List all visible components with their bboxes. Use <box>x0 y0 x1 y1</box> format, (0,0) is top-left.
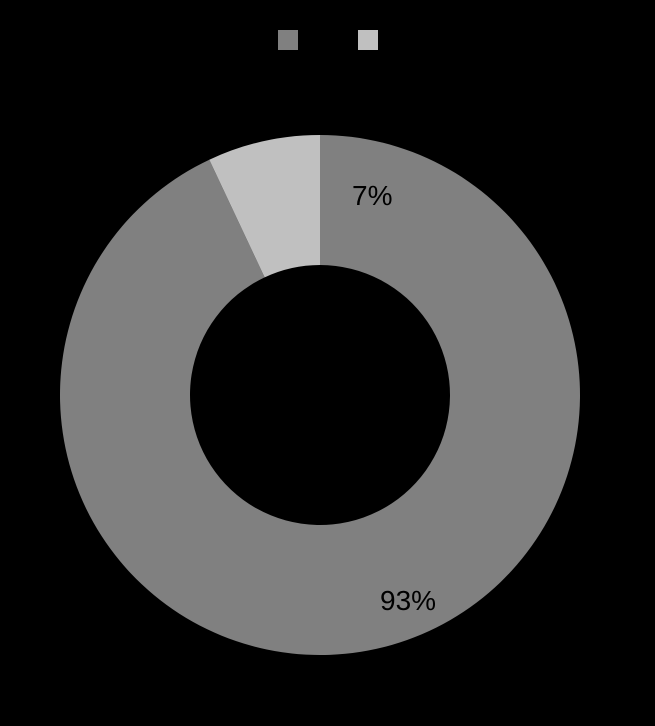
slice-label-1: 7% <box>352 180 392 212</box>
chart-container: 93% 7% <box>0 0 655 721</box>
donut-chart: 93% 7% <box>0 0 655 721</box>
donut-svg <box>0 0 655 721</box>
slice-label-0: 93% <box>380 585 436 617</box>
